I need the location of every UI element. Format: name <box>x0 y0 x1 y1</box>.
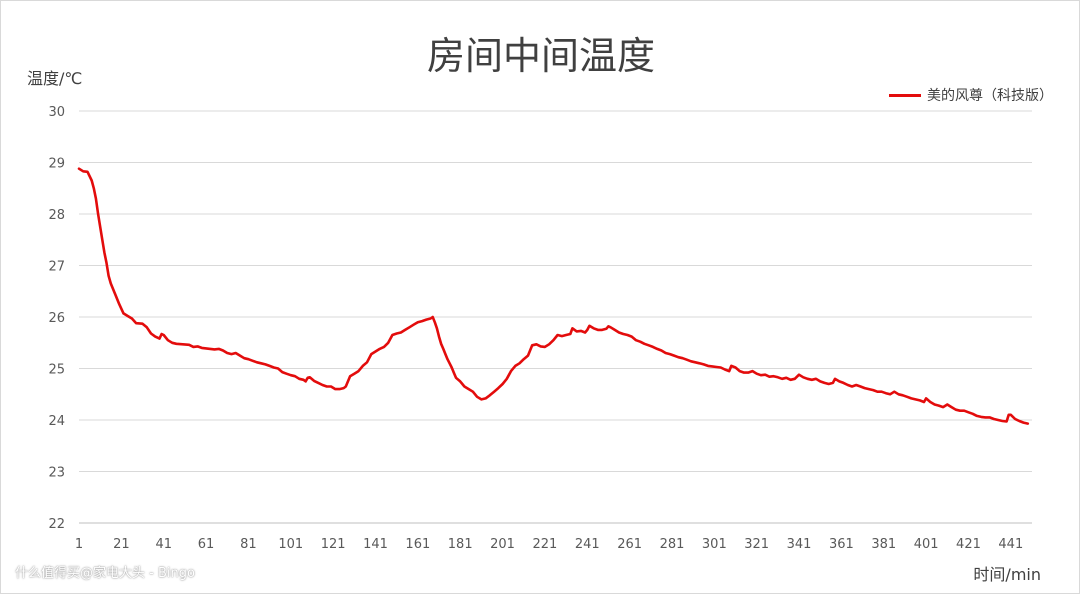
x-tick-label: 1 <box>75 537 83 552</box>
x-tick-label: 421 <box>956 537 981 552</box>
y-tick-label: 24 <box>48 414 65 429</box>
watermark: 什么值得买@家电大头 - Bingo <box>15 566 195 581</box>
chart-title: 房间中间温度 <box>426 34 655 78</box>
y-tick-label: 22 <box>48 517 65 532</box>
x-tick-label: 121 <box>321 537 346 552</box>
legend: 美的风尊（科技版） <box>889 85 1053 105</box>
x-tick-label: 261 <box>617 537 642 552</box>
x-tick-label: 401 <box>914 537 939 552</box>
x-tick-label: 21 <box>113 537 130 552</box>
x-tick-label: 221 <box>532 537 557 552</box>
x-tick-label: 41 <box>155 537 172 552</box>
x-tick-label: 341 <box>787 537 812 552</box>
x-tick-label: 161 <box>405 537 430 552</box>
y-tick-label: 26 <box>48 311 65 326</box>
x-tick-label: 101 <box>278 537 303 552</box>
y-tick-label: 23 <box>48 466 65 481</box>
x-tick-label: 181 <box>448 537 473 552</box>
x-tick-label: 201 <box>490 537 515 552</box>
legend-line-swatch <box>889 93 921 97</box>
x-tick-label: 321 <box>744 537 769 552</box>
y-tick-label: 27 <box>48 260 65 275</box>
x-tick-label: 81 <box>240 537 257 552</box>
x-tick-label: 361 <box>829 537 854 552</box>
x-tick-label: 241 <box>575 537 600 552</box>
y-tick-label: 29 <box>48 157 65 172</box>
x-tick-label: 301 <box>702 537 727 552</box>
series-line <box>77 167 1030 425</box>
y-tick-label: 28 <box>48 208 65 223</box>
y-axis-label: 温度/℃ <box>27 69 83 88</box>
legend-label: 美的风尊（科技版） <box>927 88 1053 104</box>
x-tick-label: 381 <box>871 537 896 552</box>
x-tick-label: 441 <box>998 537 1023 552</box>
x-tick-label: 141 <box>363 537 388 552</box>
x-axis-label: 时间/min <box>973 565 1041 584</box>
x-tick-label: 281 <box>660 537 685 552</box>
y-tick-label: 25 <box>48 363 65 378</box>
y-tick-label: 30 <box>48 105 65 120</box>
x-tick-label: 61 <box>198 537 215 552</box>
